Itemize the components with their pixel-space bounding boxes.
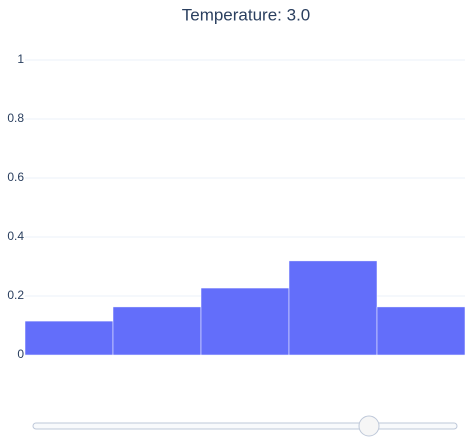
- y-tick-label: 0.8: [7, 111, 24, 125]
- bar: [288, 260, 378, 356]
- slider-track[interactable]: [32, 422, 458, 430]
- y-tick-label: 1: [17, 52, 24, 66]
- y-tick-label: 0.4: [7, 229, 24, 243]
- bar: [24, 320, 114, 356]
- y-tick-label: 0.2: [7, 288, 24, 302]
- slider-handle[interactable]: [358, 415, 380, 437]
- y-tick-label: 0.6: [7, 170, 24, 184]
- bar: [376, 306, 466, 356]
- chart-title: Temperature: 3.0: [182, 5, 311, 24]
- y-tick-label: 0: [17, 347, 24, 361]
- bar: [112, 306, 202, 356]
- slider[interactable]: [32, 415, 458, 437]
- bar: [200, 287, 290, 356]
